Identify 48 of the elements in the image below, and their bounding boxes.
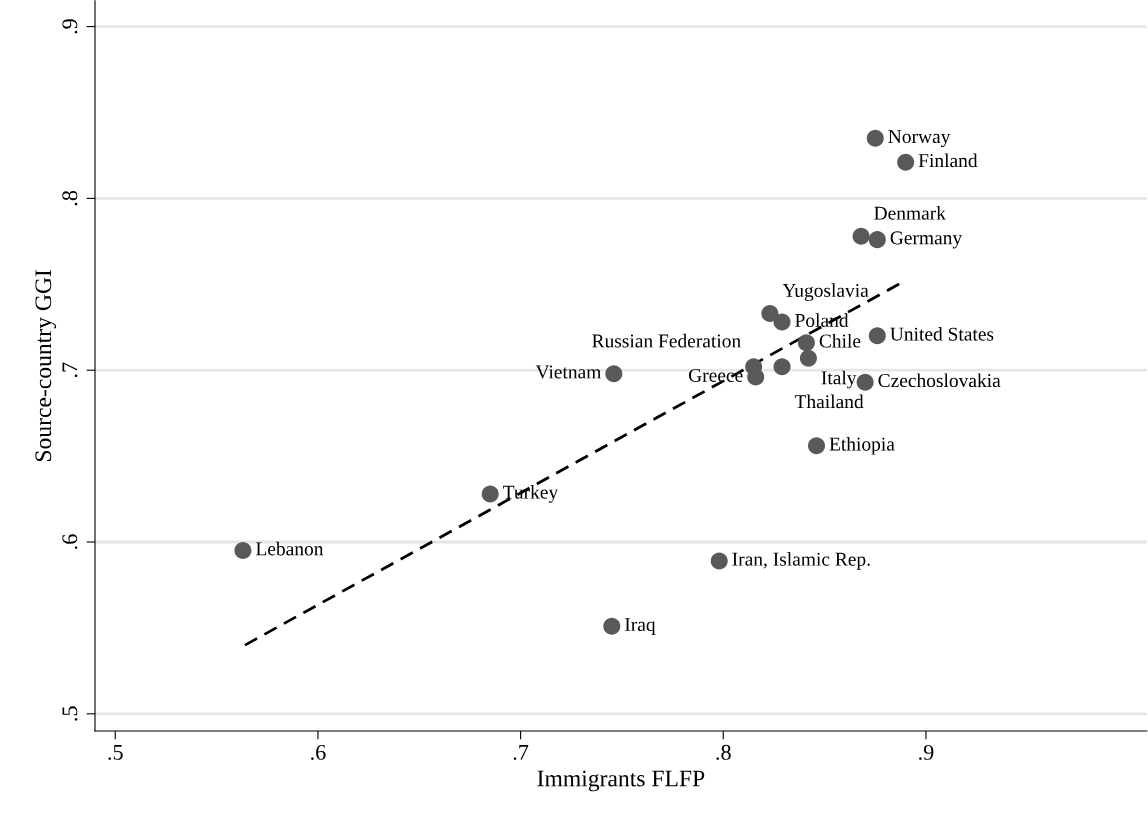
annotation: Russian Federation — [592, 333, 741, 348]
x-tick-label: .6 — [311, 744, 326, 760]
x-tick-label: .5 — [108, 745, 123, 760]
annotation: Iraq — [625, 618, 656, 636]
annotation: Norway — [888, 130, 951, 148]
point — [603, 617, 621, 635]
point — [761, 305, 779, 323]
point — [868, 327, 886, 345]
point — [808, 437, 826, 455]
y-axis-title: Source-country GGI — [35, 270, 57, 462]
annotation: Ethiopia — [829, 436, 895, 455]
point — [747, 368, 765, 386]
annotation: Germany — [890, 231, 963, 249]
point — [868, 231, 886, 249]
point — [799, 349, 817, 367]
point — [856, 373, 874, 391]
annotation: Lebanon — [256, 541, 324, 556]
y-tick-label: .9 — [62, 19, 78, 34]
y-tick-label: .5 — [62, 706, 78, 721]
point — [866, 129, 884, 147]
annotation: Greece — [688, 368, 743, 382]
point — [897, 153, 915, 171]
annotation: Czechoslovakia — [878, 373, 1001, 388]
annotation: Thailand — [794, 394, 864, 409]
annotation: Iran, Islamic Rep. — [732, 552, 870, 570]
x-tick-label: .9 — [919, 744, 934, 760]
annotation: Turkey — [503, 485, 559, 503]
annotation: Yugoslavia — [782, 283, 869, 302]
y-tick-label: .6 — [62, 534, 78, 549]
point — [773, 358, 791, 376]
annotation: Vietnam — [535, 365, 602, 379]
point — [773, 313, 791, 331]
annotation: Finland — [918, 153, 978, 168]
x-tick-label: .8 — [716, 744, 731, 760]
x-axis-title: Immigrants FLFP — [537, 770, 705, 792]
point — [481, 485, 499, 503]
annotation: United States — [890, 327, 994, 341]
annotation: Denmark — [874, 206, 946, 220]
point — [234, 542, 252, 560]
x-tick-label: .7 — [513, 745, 529, 760]
point — [710, 552, 728, 570]
y-tick-label: .8 — [62, 190, 78, 206]
annotation: Italy — [821, 370, 857, 389]
point — [605, 365, 623, 383]
annotation: Chile — [819, 333, 861, 348]
y-tick-label: .7 — [62, 362, 78, 378]
point — [797, 334, 815, 352]
point — [852, 227, 870, 245]
